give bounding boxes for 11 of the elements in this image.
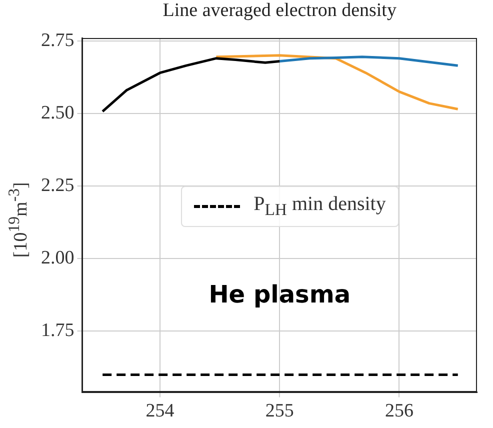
y-tick-label: 2.00 — [41, 248, 74, 269]
annotation: He plasma — [208, 280, 351, 309]
x-tick-label: 255 — [265, 400, 294, 422]
chart-title: Line averaged electron density — [162, 0, 398, 22]
y-tick-label: 2.50 — [41, 102, 74, 124]
x-tick-label: 254 — [146, 400, 175, 422]
y-tick-label: 2.75 — [41, 30, 74, 51]
x-tick-label: 256 — [384, 400, 414, 422]
legend-label: P$_{LH}$ min density — [254, 192, 386, 220]
y-tick-label: 2.25 — [41, 175, 74, 196]
y-tick-label: 1.75 — [41, 320, 74, 342]
